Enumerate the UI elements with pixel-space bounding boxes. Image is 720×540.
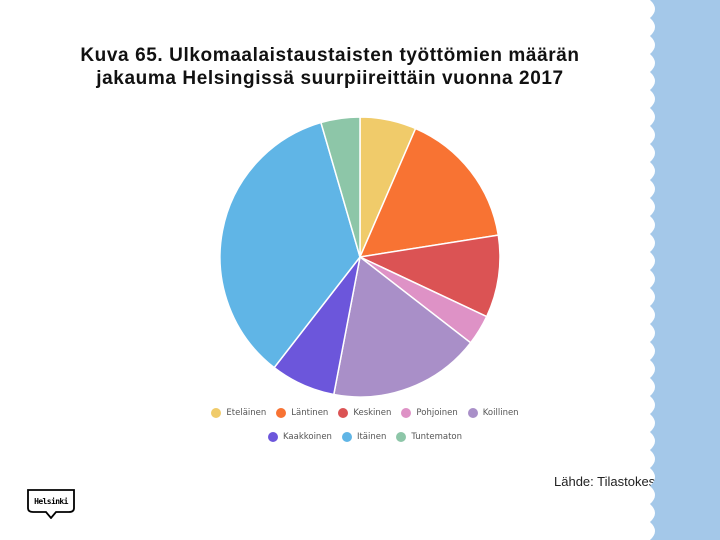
legend-item-lantinen: Läntinen (276, 408, 328, 418)
legend-item-kaakkoinen: Kaakkoinen (267, 432, 332, 442)
pie-slice-läntinen (358, 127, 500, 258)
legend-swatch (276, 408, 287, 418)
legend-item-etelainen: Eteläinen (211, 408, 266, 418)
legend-label: Keskinen (353, 408, 392, 418)
legend-swatch (267, 432, 278, 442)
pie-slice-keskinen (357, 234, 501, 318)
logo-text: Helsinki (34, 497, 68, 506)
slide-title: Kuva 65. Ulkomaalaistaustaisten työttömi… (30, 44, 630, 90)
legend-label: Pohjoinen (416, 408, 458, 418)
legend-swatch (338, 408, 349, 418)
legend-swatch (341, 432, 352, 442)
helsinki-logo: Helsinki (27, 489, 75, 520)
legend-label: Tuntematon (411, 432, 463, 442)
pie-chart (219, 116, 501, 398)
legend-label: Kaakkoinen (282, 432, 332, 442)
logo-shield-icon (27, 489, 75, 520)
wave-stripe-shape (650, 0, 720, 540)
legend-item-itainen: Itäinen (341, 432, 387, 442)
pie-slice-koillinen (332, 255, 472, 398)
title-line-2: jakauma Helsingissä suurpiireittäin vuon… (96, 68, 564, 90)
legend-label: Koillinen (482, 408, 519, 418)
legend-label: Eteläinen (226, 408, 267, 418)
legend-swatch (396, 432, 407, 442)
decorative-wave-stripe (650, 0, 720, 540)
source-note: Lähde: Tilastokeskus (554, 474, 676, 489)
legend-swatch (467, 408, 478, 418)
legend-row-1: Eteläinen Läntinen Keskinen Pohjoinen Ko… (200, 408, 530, 418)
pie-slice-itäinen (219, 121, 361, 369)
chart-legend: Eteläinen Läntinen Keskinen Pohjoinen Ko… (200, 408, 530, 456)
legend-item-koillinen: Koillinen (467, 408, 519, 418)
legend-label: Itäinen (356, 432, 387, 442)
title-line-1: Kuva 65. Ulkomaalaistaustaisten työttömi… (80, 45, 580, 66)
legend-item-tuntematon: Tuntematon (396, 432, 462, 442)
legend-item-keskinen: Keskinen (338, 408, 391, 418)
legend-swatch (211, 408, 222, 418)
legend-swatch (401, 408, 412, 418)
legend-item-pohjoinen: Pohjoinen (401, 408, 458, 418)
legend-row-2: Kaakkoinen Itäinen Tuntematon (200, 432, 530, 442)
legend-label: Läntinen (291, 408, 329, 418)
pie-slice-tuntematon (320, 116, 361, 258)
